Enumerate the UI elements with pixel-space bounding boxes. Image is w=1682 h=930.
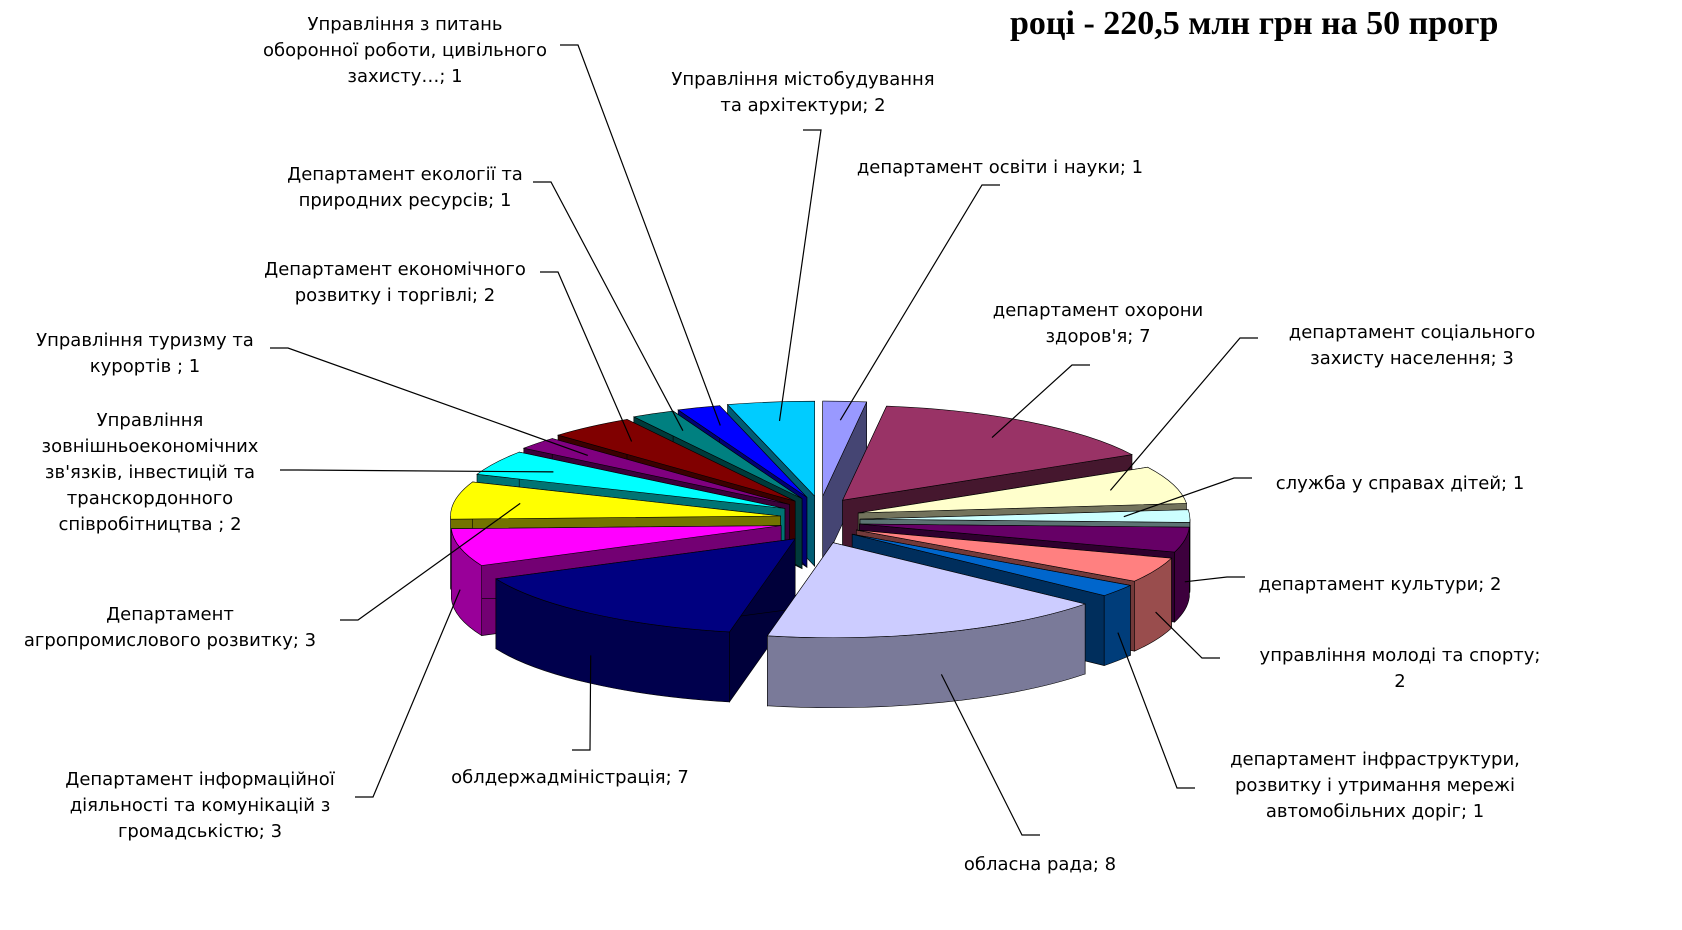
slice-top <box>822 400 868 497</box>
data-label: департамент соціального захисту населення… <box>1289 322 1535 369</box>
data-label: департамент освіти і науки; 1 <box>857 157 1143 178</box>
data-label: Департамент інформаційної діяльності та к… <box>65 769 335 842</box>
leader-line <box>340 502 521 621</box>
leader-line <box>1123 477 1252 518</box>
data-label: Управління туризму та курортів ; 1 <box>36 330 254 377</box>
pie <box>450 400 1191 708</box>
leader-line <box>778 129 822 421</box>
data-label: департамент охорони здоров'я; 7 <box>993 300 1203 347</box>
slice-top <box>556 419 796 502</box>
slice-top <box>858 466 1187 514</box>
leader-line <box>1109 337 1258 491</box>
leader-line <box>572 655 592 751</box>
data-label: Департамент екології та природних ресурсі… <box>287 164 523 211</box>
chart-title: році - 220,5 млн грн на 50 прогр <box>1010 5 1498 42</box>
slice-top <box>859 509 1191 523</box>
data-label: Управління зовнішньоекономічних зв'язків, … <box>42 410 259 535</box>
slice <box>495 537 796 703</box>
data-label: Управління містобудування та архітектури;… <box>671 69 934 116</box>
data-label: Управління з питань оборонної роботи, цив… <box>263 14 547 87</box>
leader-line <box>991 364 1090 439</box>
data-label: департамент інфраструктури, розвитку і ут… <box>1230 749 1520 822</box>
data-label: Департамент агропромислового розвитку; 3 <box>24 604 316 651</box>
leader-line <box>280 469 554 473</box>
data-label: департамент культури; 2 <box>1258 574 1501 595</box>
slice-top <box>495 538 796 633</box>
data-label: облдержадміністрація; 7 <box>451 767 689 788</box>
leader-line <box>560 44 721 426</box>
slice-top <box>726 400 815 497</box>
slice-top <box>677 405 808 498</box>
slice-top <box>522 438 790 505</box>
leader-line <box>1184 576 1245 583</box>
slice-top <box>766 542 1087 638</box>
slice <box>822 400 868 567</box>
slice-top <box>450 525 782 566</box>
slice <box>766 541 1087 708</box>
slice-top <box>856 529 1173 582</box>
leader-line <box>270 347 589 456</box>
leader-line <box>533 181 684 431</box>
data-label: служба у справах дітей; 1 <box>1276 473 1525 494</box>
slice-top <box>842 405 1133 501</box>
leader-line <box>540 271 633 442</box>
leader-line <box>355 589 461 798</box>
leader-line <box>1117 632 1195 789</box>
slice-top <box>852 533 1132 596</box>
leader-line <box>1155 611 1220 659</box>
slice-top <box>859 523 1190 553</box>
slice-top <box>476 451 785 509</box>
leader-line <box>839 184 1000 421</box>
data-label: управління молоді та спорту; 2 <box>1260 645 1541 692</box>
leader-line <box>940 674 1040 836</box>
data-label: Департамент економічного розвитку і торгі… <box>264 259 526 306</box>
data-label: обласна рада; 8 <box>964 854 1116 875</box>
slice-top <box>450 481 781 520</box>
